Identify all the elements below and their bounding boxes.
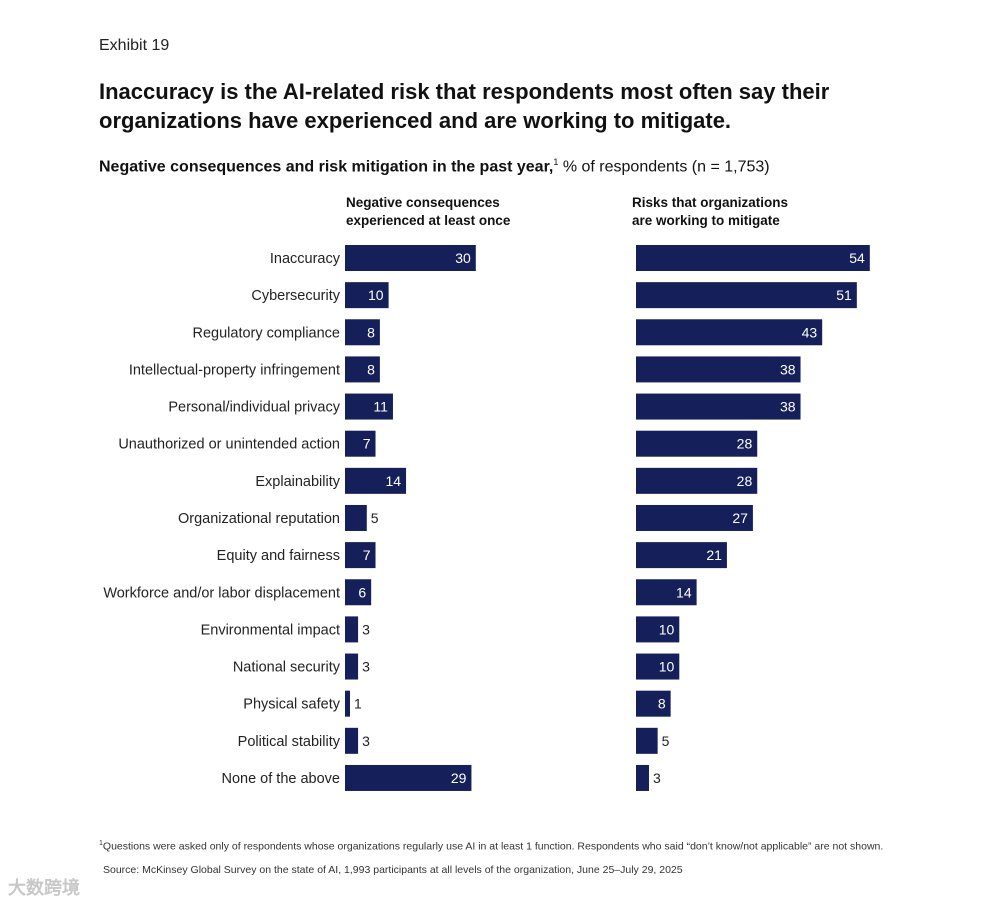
bar [345, 504, 367, 531]
footnote-text: Questions were asked only of respondents… [102, 840, 884, 853]
category-label: None of the above [221, 771, 340, 787]
footnote: 1Questions were asked only of respondent… [99, 837, 939, 854]
bar [636, 467, 758, 494]
category-label: Political stability [238, 734, 341, 750]
bar [345, 579, 372, 606]
data-label: 7 [363, 436, 371, 452]
bar [636, 764, 649, 791]
data-label: 14 [385, 473, 401, 489]
bar [636, 393, 801, 420]
data-label: 1 [354, 696, 362, 712]
category-label: Equity and fairness [217, 548, 340, 564]
data-label: 5 [662, 733, 670, 749]
subtitle-bold: Negative consequences and risk mitigatio… [99, 158, 554, 176]
data-label: 51 [836, 287, 852, 303]
data-label: 8 [367, 324, 375, 340]
bar [636, 690, 671, 717]
bar [636, 727, 658, 754]
data-label: 30 [455, 250, 471, 266]
bar [636, 282, 857, 309]
bar [345, 542, 376, 569]
bar [345, 690, 350, 717]
data-label: 10 [368, 287, 384, 303]
bar [636, 616, 680, 643]
data-label: 28 [737, 436, 753, 452]
bar [345, 764, 472, 791]
data-label: 11 [373, 399, 388, 415]
category-label: Intellectual-property infringement [129, 362, 340, 378]
series-header-line: Negative consequences [346, 195, 500, 210]
bar [345, 653, 359, 680]
data-label: 7 [363, 547, 371, 563]
bar [636, 430, 758, 457]
data-label: 3 [653, 770, 661, 786]
subtitle-regular: % of respondents (n = 1,753) [558, 158, 770, 176]
bar [636, 579, 697, 606]
data-label: 27 [732, 510, 748, 526]
bar [636, 245, 870, 271]
data-label: 38 [780, 399, 796, 415]
category-label: Inaccuracy [270, 251, 341, 267]
bar [345, 430, 376, 457]
data-label: 8 [658, 696, 666, 712]
bar [345, 356, 380, 383]
chart-subtitle: Negative consequences and risk mitigatio… [99, 157, 770, 176]
exhibit-label: Exhibit 19 [99, 37, 170, 54]
data-label: 8 [367, 361, 375, 377]
series-header-line: are working to mitigate [632, 213, 780, 228]
subtitle-footnote-mark: 1 [553, 157, 559, 167]
series-header-line: Risks that organizations [632, 195, 789, 210]
bar [345, 393, 393, 420]
bar [345, 467, 407, 494]
bar [636, 542, 727, 569]
bar [636, 504, 753, 531]
data-label: 3 [362, 621, 370, 637]
data-label: 21 [706, 547, 722, 563]
bar [345, 727, 359, 754]
bar [636, 356, 801, 383]
category-label: National security [233, 660, 341, 676]
data-label: 28 [737, 473, 753, 489]
bar [636, 319, 823, 346]
series-header-negative-consequences: Negative consequences experienced at leas… [346, 194, 586, 230]
data-label: 43 [802, 324, 818, 340]
data-label: 6 [358, 584, 366, 600]
data-label: 10 [659, 659, 675, 675]
bar [345, 245, 476, 271]
category-label: Cybersecurity [251, 288, 340, 304]
watermark-logo: 大数跨境 [8, 878, 80, 898]
data-label: 5 [371, 510, 379, 526]
footnote-mark: 1 [99, 840, 103, 847]
category-label: Environmental impact [201, 622, 340, 638]
category-label: Unauthorized or unintended action [118, 437, 340, 453]
category-label: Organizational reputation [178, 511, 340, 527]
category-label: Explainability [255, 474, 340, 490]
source-note: Source: McKinsey Global Survey on the st… [103, 864, 683, 876]
series-header-line: experienced at least once [346, 213, 511, 228]
data-label: 14 [676, 584, 692, 600]
series-header-risk-mitigation: Risks that organizations are working to m… [632, 194, 872, 230]
category-label: Workforce and/or labor displacement [103, 585, 340, 601]
category-label: Physical safety [243, 697, 340, 713]
bar [345, 282, 389, 309]
data-label: 3 [362, 733, 370, 749]
category-label: Personal/individual privacy [168, 400, 340, 416]
bar [345, 319, 380, 346]
bar [636, 653, 680, 680]
data-label: 29 [451, 770, 467, 786]
data-label: 10 [659, 621, 675, 637]
category-label: Regulatory compliance [193, 325, 341, 341]
bar [345, 616, 359, 643]
data-label: 3 [362, 659, 370, 675]
data-label: 38 [780, 361, 796, 377]
chart-title: Inaccuracy is the AI-related risk that r… [99, 79, 830, 133]
data-label: 54 [849, 250, 865, 266]
